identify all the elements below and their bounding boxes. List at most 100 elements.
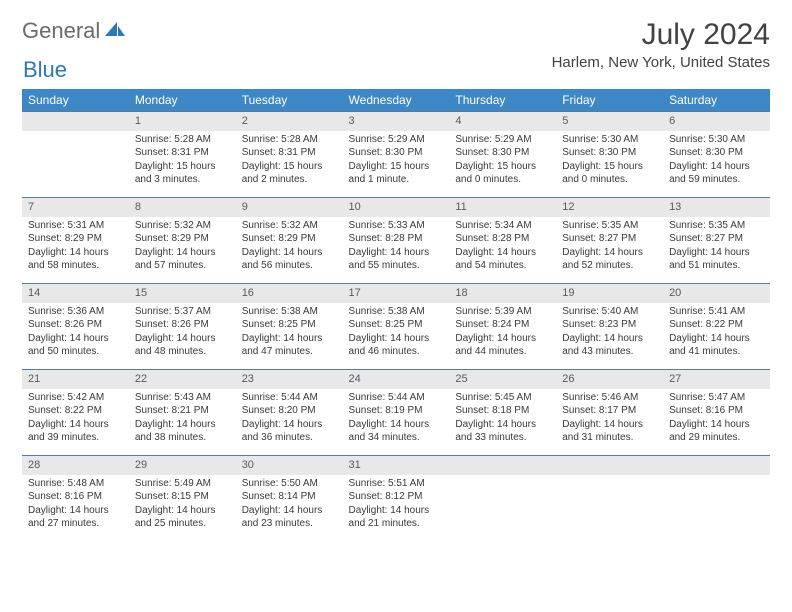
day-detail-line: Sunset: 8:16 PM [669,404,764,418]
calendar-day-cell: 2Sunrise: 5:28 AMSunset: 8:31 PMDaylight… [236,112,343,198]
day-number: 12 [556,198,663,217]
calendar-day-cell: 19Sunrise: 5:40 AMSunset: 8:23 PMDayligh… [556,284,663,370]
day-detail-line: Sunset: 8:17 PM [562,404,657,418]
day-detail-line: Sunset: 8:15 PM [135,490,230,504]
day-detail-line: Daylight: 15 hours and 0 minutes. [562,160,657,187]
day-detail-line: Sunset: 8:24 PM [455,318,550,332]
calendar-day-cell: 26Sunrise: 5:46 AMSunset: 8:17 PMDayligh… [556,370,663,456]
day-detail-line: Sunset: 8:29 PM [135,232,230,246]
day-details: Sunrise: 5:32 AMSunset: 8:29 PMDaylight:… [236,217,343,277]
weekday-header: Tuesday [236,89,343,112]
calendar-week-row: 28Sunrise: 5:48 AMSunset: 8:16 PMDayligh… [22,456,770,542]
day-number: 22 [129,370,236,389]
calendar-day-cell: 4Sunrise: 5:29 AMSunset: 8:30 PMDaylight… [449,112,556,198]
day-number: 17 [343,284,450,303]
day-detail-line: Sunset: 8:28 PM [455,232,550,246]
day-detail-line: Sunset: 8:27 PM [669,232,764,246]
day-detail-line: Daylight: 14 hours and 52 minutes. [562,246,657,273]
day-detail-line: Sunrise: 5:46 AM [562,391,657,405]
day-detail-line: Sunset: 8:26 PM [135,318,230,332]
day-details: Sunrise: 5:46 AMSunset: 8:17 PMDaylight:… [556,389,663,449]
day-detail-line: Daylight: 14 hours and 25 minutes. [135,504,230,531]
day-detail-line: Sunset: 8:25 PM [242,318,337,332]
day-detail-line: Daylight: 15 hours and 0 minutes. [455,160,550,187]
day-number: 21 [22,370,129,389]
day-detail-line: Sunset: 8:30 PM [562,146,657,160]
day-detail-line: Sunrise: 5:44 AM [242,391,337,405]
day-number: 9 [236,198,343,217]
day-detail-line: Sunrise: 5:48 AM [28,477,123,491]
title-block: July 2024 Harlem, New York, United State… [552,18,770,71]
calendar-day-cell: 6Sunrise: 5:30 AMSunset: 8:30 PMDaylight… [663,112,770,198]
day-number: 26 [556,370,663,389]
day-detail-line: Sunset: 8:21 PM [135,404,230,418]
day-details: Sunrise: 5:32 AMSunset: 8:29 PMDaylight:… [129,217,236,277]
day-detail-line: Sunrise: 5:35 AM [562,219,657,233]
day-details: Sunrise: 5:34 AMSunset: 8:28 PMDaylight:… [449,217,556,277]
day-detail-line: Daylight: 14 hours and 59 minutes. [669,160,764,187]
calendar-day-cell: 23Sunrise: 5:44 AMSunset: 8:20 PMDayligh… [236,370,343,456]
day-number: 1 [129,112,236,131]
day-details: Sunrise: 5:39 AMSunset: 8:24 PMDaylight:… [449,303,556,363]
day-details: Sunrise: 5:41 AMSunset: 8:22 PMDaylight:… [663,303,770,363]
calendar-day-cell: 18Sunrise: 5:39 AMSunset: 8:24 PMDayligh… [449,284,556,370]
day-detail-line: Sunset: 8:27 PM [562,232,657,246]
sail-icon [103,20,125,43]
day-detail-line: Daylight: 14 hours and 51 minutes. [669,246,764,273]
day-detail-line: Sunrise: 5:30 AM [669,133,764,147]
day-detail-line: Sunrise: 5:29 AM [455,133,550,147]
day-details: Sunrise: 5:30 AMSunset: 8:30 PMDaylight:… [663,131,770,191]
weekday-header: Friday [556,89,663,112]
day-number: 4 [449,112,556,131]
calendar-week-row: 7Sunrise: 5:31 AMSunset: 8:29 PMDaylight… [22,198,770,284]
day-detail-line: Sunrise: 5:29 AM [349,133,444,147]
day-detail-line: Sunset: 8:12 PM [349,490,444,504]
day-detail-line: Daylight: 14 hours and 58 minutes. [28,246,123,273]
day-details: Sunrise: 5:28 AMSunset: 8:31 PMDaylight:… [129,131,236,191]
day-number: 13 [663,198,770,217]
day-detail-line: Daylight: 14 hours and 27 minutes. [28,504,123,531]
day-details: Sunrise: 5:37 AMSunset: 8:26 PMDaylight:… [129,303,236,363]
day-details: Sunrise: 5:29 AMSunset: 8:30 PMDaylight:… [343,131,450,191]
day-detail-line: Sunrise: 5:28 AM [242,133,337,147]
day-details: Sunrise: 5:44 AMSunset: 8:19 PMDaylight:… [343,389,450,449]
day-detail-line: Daylight: 14 hours and 43 minutes. [562,332,657,359]
calendar-week-row: 14Sunrise: 5:36 AMSunset: 8:26 PMDayligh… [22,284,770,370]
day-detail-line: Sunrise: 5:33 AM [349,219,444,233]
day-detail-line: Sunrise: 5:34 AM [455,219,550,233]
day-details: Sunrise: 5:42 AMSunset: 8:22 PMDaylight:… [22,389,129,449]
calendar-day-cell: 14Sunrise: 5:36 AMSunset: 8:26 PMDayligh… [22,284,129,370]
calendar-day-cell: 3Sunrise: 5:29 AMSunset: 8:30 PMDaylight… [343,112,450,198]
month-title: July 2024 [552,18,770,52]
day-details: Sunrise: 5:38 AMSunset: 8:25 PMDaylight:… [343,303,450,363]
day-number: 14 [22,284,129,303]
day-details: Sunrise: 5:50 AMSunset: 8:14 PMDaylight:… [236,475,343,535]
day-number [556,456,663,475]
day-detail-line: Sunrise: 5:43 AM [135,391,230,405]
day-number: 8 [129,198,236,217]
location: Harlem, New York, United States [552,54,770,71]
day-detail-line: Sunrise: 5:30 AM [562,133,657,147]
calendar-week-row: 1Sunrise: 5:28 AMSunset: 8:31 PMDaylight… [22,112,770,198]
weekday-header: Thursday [449,89,556,112]
calendar-header-row: SundayMondayTuesdayWednesdayThursdayFrid… [22,89,770,112]
weekday-header: Saturday [663,89,770,112]
day-detail-line: Sunset: 8:31 PM [135,146,230,160]
day-detail-line: Sunset: 8:22 PM [28,404,123,418]
day-detail-line: Daylight: 14 hours and 36 minutes. [242,418,337,445]
day-detail-line: Daylight: 14 hours and 31 minutes. [562,418,657,445]
day-number: 5 [556,112,663,131]
day-detail-line: Sunset: 8:30 PM [349,146,444,160]
day-detail-line: Daylight: 15 hours and 1 minute. [349,160,444,187]
day-number: 27 [663,370,770,389]
day-detail-line: Sunrise: 5:50 AM [242,477,337,491]
page: General July 2024 Harlem, New York, Unit… [0,0,792,552]
day-details [556,475,663,481]
calendar-day-cell: 25Sunrise: 5:45 AMSunset: 8:18 PMDayligh… [449,370,556,456]
day-detail-line: Sunrise: 5:32 AM [135,219,230,233]
calendar-day-cell: 21Sunrise: 5:42 AMSunset: 8:22 PMDayligh… [22,370,129,456]
day-detail-line: Sunset: 8:25 PM [349,318,444,332]
day-details: Sunrise: 5:40 AMSunset: 8:23 PMDaylight:… [556,303,663,363]
day-details: Sunrise: 5:28 AMSunset: 8:31 PMDaylight:… [236,131,343,191]
day-detail-line: Sunrise: 5:35 AM [669,219,764,233]
